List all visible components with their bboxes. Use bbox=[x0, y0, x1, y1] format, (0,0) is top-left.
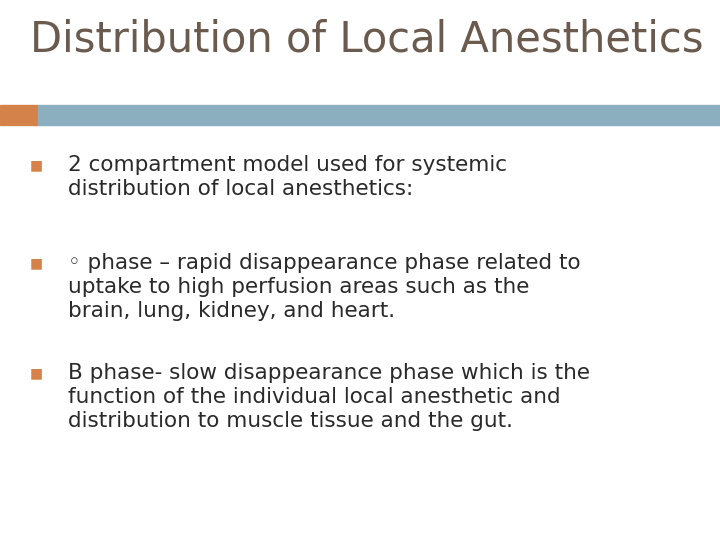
Bar bbox=[38, 105, 720, 125]
Text: ■: ■ bbox=[30, 158, 43, 172]
Text: ◦ phase – rapid disappearance phase related to: ◦ phase – rapid disappearance phase rela… bbox=[68, 253, 580, 273]
Text: Β phase- slow disappearance phase which is the: Β phase- slow disappearance phase which … bbox=[68, 363, 590, 383]
Text: function of the individual local anesthetic and: function of the individual local anesthe… bbox=[68, 387, 561, 407]
Text: uptake to high perfusion areas such as the: uptake to high perfusion areas such as t… bbox=[68, 277, 529, 297]
Text: ■: ■ bbox=[30, 366, 43, 380]
Text: brain, lung, kidney, and heart.: brain, lung, kidney, and heart. bbox=[68, 301, 395, 321]
Text: 2 compartment model used for systemic: 2 compartment model used for systemic bbox=[68, 155, 507, 175]
Text: distribution of local anesthetics:: distribution of local anesthetics: bbox=[68, 179, 413, 199]
Text: ■: ■ bbox=[30, 256, 43, 270]
Bar bbox=[0, 105, 38, 125]
Text: Distribution of Local Anesthetics: Distribution of Local Anesthetics bbox=[30, 18, 703, 60]
Text: distribution to muscle tissue and the gut.: distribution to muscle tissue and the gu… bbox=[68, 411, 513, 431]
